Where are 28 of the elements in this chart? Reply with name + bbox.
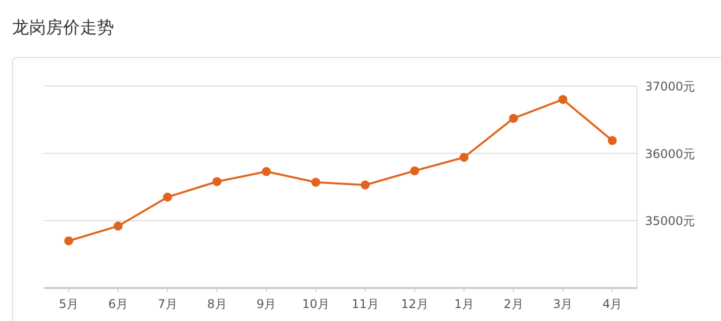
- y-tick-label: 35000元: [645, 214, 696, 228]
- chart-title: 龙岗房价走势: [12, 18, 114, 37]
- x-tick-label: 4月: [602, 297, 622, 311]
- x-tick-label: 7月: [158, 297, 178, 311]
- point: [114, 222, 123, 231]
- point: [460, 152, 469, 162]
- y-tick-label: 36000元: [645, 146, 696, 161]
- point: [508, 114, 518, 123]
- point: [608, 136, 617, 146]
- x-tick-label: 5月: [58, 297, 79, 311]
- point: [64, 236, 74, 246]
- point: [360, 180, 370, 190]
- point: [163, 192, 172, 202]
- point: [558, 94, 568, 104]
- point: [212, 177, 222, 186]
- point: [262, 167, 271, 176]
- x-tick-label: 6月: [108, 297, 128, 311]
- x-tick-label: 9月: [256, 297, 276, 311]
- x-tick-label: 1月: [454, 297, 474, 311]
- x-tick-label: 11月: [352, 297, 379, 311]
- x-tick-label: 10月: [302, 297, 330, 311]
- x-tick-label: 3月: [553, 297, 573, 311]
- x-tick-label: 12月: [400, 297, 428, 311]
- x-tick-label: 8月: [207, 297, 227, 311]
- point: [311, 178, 320, 187]
- y-tick-label: 37000元: [645, 80, 696, 94]
- point: [410, 166, 420, 176]
- x-tick-label: 2月: [504, 297, 524, 311]
